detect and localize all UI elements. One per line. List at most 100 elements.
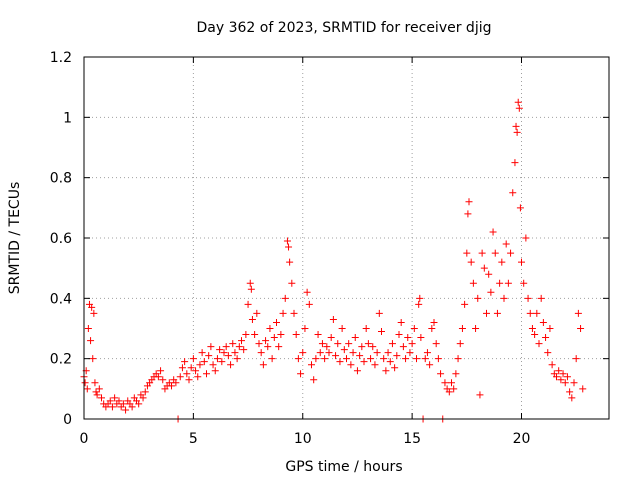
data-point (325, 349, 333, 357)
data-point (496, 279, 504, 287)
data-point (404, 334, 412, 342)
data-point (343, 355, 350, 363)
y-tick-label: 0.8 (50, 171, 72, 187)
data-point (139, 394, 147, 402)
x-tick-labels: 0 5 10 15 20 (80, 431, 531, 447)
data-point (283, 237, 291, 245)
data-point (402, 355, 410, 363)
data-point (314, 331, 322, 339)
data-point (135, 400, 143, 408)
data-point (176, 373, 184, 381)
y-tick-label: 0.6 (50, 231, 72, 247)
data-point (382, 367, 390, 375)
data-point (119, 400, 127, 408)
data-point (520, 279, 528, 287)
data-point (502, 240, 510, 248)
data-point (553, 373, 560, 381)
data-point (332, 352, 340, 360)
data-point (507, 249, 515, 257)
data-point (303, 288, 311, 296)
data-point (542, 334, 550, 342)
data-point (266, 325, 274, 332)
data-point (227, 361, 235, 369)
data-point (559, 370, 567, 378)
data-point (141, 388, 149, 396)
data-point (299, 349, 307, 357)
data-point (222, 343, 230, 351)
data-point (95, 385, 103, 393)
data-point (294, 355, 302, 363)
data-point (434, 355, 442, 363)
data-point (229, 340, 237, 348)
data-point (512, 122, 520, 130)
x-tick-label: 15 (403, 431, 421, 447)
data-point (456, 340, 464, 348)
data-point (297, 370, 305, 378)
data-point (189, 355, 197, 363)
data-point (531, 331, 539, 339)
data-point (213, 355, 221, 363)
data-point (539, 318, 547, 326)
data-point (91, 379, 99, 387)
data-point (181, 358, 189, 366)
data-point (563, 373, 571, 381)
x-tick-label: 10 (294, 431, 312, 447)
data-point (329, 315, 337, 323)
data-point (89, 355, 97, 363)
data-point (491, 249, 499, 257)
data-point (448, 379, 455, 387)
data-point (410, 325, 418, 332)
data-point (111, 394, 119, 402)
data-point (262, 337, 270, 345)
data-point (211, 367, 219, 375)
axis-ticks (83, 56, 609, 420)
data-point (500, 294, 508, 302)
data-point (168, 382, 175, 390)
data-point (432, 340, 440, 348)
data-point (198, 349, 206, 357)
y-tick-label: 0.2 (50, 352, 72, 368)
data-point (338, 325, 346, 332)
data-point (312, 355, 320, 363)
data-point (353, 367, 361, 375)
data-point (367, 355, 375, 363)
data-point (351, 334, 359, 342)
data-point (399, 343, 407, 351)
data-point (292, 331, 300, 339)
y-axis-label: SRMTID / TECUs (7, 182, 23, 295)
y-tick-label: 0.4 (50, 291, 72, 307)
data-point (253, 309, 261, 317)
data-point (498, 258, 506, 266)
data-point (340, 346, 348, 354)
data-point (264, 343, 272, 351)
data-point (452, 370, 460, 378)
data-point (279, 309, 287, 317)
data-point (83, 385, 91, 393)
data-point (572, 355, 580, 363)
data-point (281, 294, 289, 302)
data-point (483, 309, 490, 317)
data-point (231, 349, 239, 357)
data-point (209, 361, 217, 369)
data-point (216, 346, 224, 354)
data-point (570, 379, 578, 387)
data-point (248, 315, 256, 323)
data-point (235, 343, 243, 351)
data-point (386, 358, 394, 366)
data-point (426, 361, 434, 369)
data-point (487, 288, 495, 296)
data-point (218, 358, 226, 366)
data-point (360, 358, 368, 366)
data-point (246, 279, 254, 287)
data-point (388, 340, 396, 348)
data-point (220, 349, 228, 357)
data-point (321, 355, 329, 363)
data-point (87, 337, 95, 345)
data-point (345, 340, 353, 348)
data-point (480, 264, 488, 272)
data-point (247, 285, 255, 293)
data-point (397, 318, 405, 326)
data-point (445, 388, 453, 396)
data-point (90, 309, 98, 317)
